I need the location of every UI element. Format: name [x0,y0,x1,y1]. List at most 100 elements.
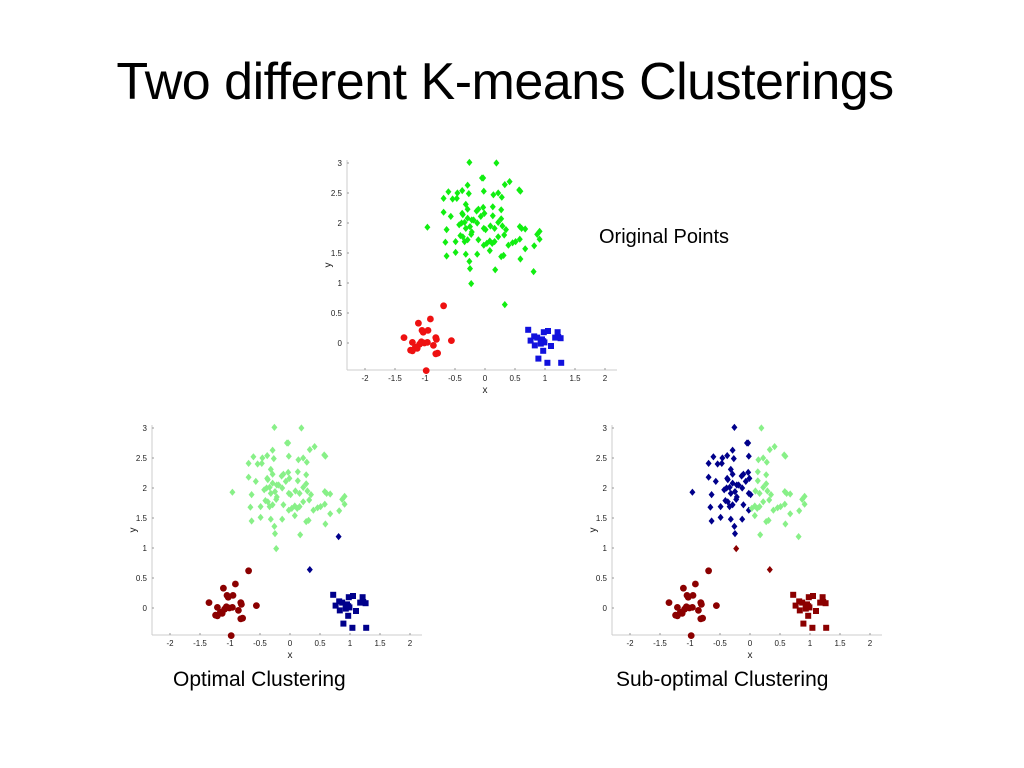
data-point-square [813,608,819,614]
svg-text:3: 3 [603,424,608,433]
data-point-diamond [480,174,487,182]
data-point-diamond [530,268,537,276]
data-point-diamond [475,236,482,244]
data-point-circle [424,327,432,334]
data-point-diamond [273,545,280,553]
data-point-diamond [304,487,311,495]
data-point-diamond [746,474,753,482]
svg-text:1.5: 1.5 [374,639,386,648]
data-point-circle [674,612,681,620]
data-point-diamond [267,515,274,523]
data-point-diamond [474,219,481,227]
data-point-diamond [465,190,472,198]
data-point-diamond [714,460,721,468]
data-point-square [535,355,542,362]
data-point-circle [424,339,431,346]
data-point-circle [687,632,695,639]
data-point-diamond [766,566,773,574]
data-point-square [363,624,370,631]
svg-text:2: 2 [408,639,413,648]
data-point-circle [220,584,227,592]
data-point-square [817,599,824,606]
data-point-diamond [480,203,487,211]
data-point-diamond [462,250,469,258]
y-axis-ticks: 0 0.5 1 1.5 2 2.5 3 [596,424,614,613]
data-point-diamond [466,257,473,265]
data-point-diamond [781,500,788,508]
data-point-diamond [721,486,728,494]
x-axis-ticks: -2 -1.5 -1 -0.5 0 0.5 1 1.5 2 [166,633,413,648]
data-point-square [554,329,561,336]
data-point-diamond [495,218,502,226]
data-point-circle [400,334,408,341]
data-point-diamond [764,487,771,495]
data-point-diamond [271,423,278,431]
data-point-diamond [245,459,252,467]
data-point-diamond [306,566,313,574]
data-point-diamond [279,484,286,492]
data-point-square [544,359,551,366]
data-point-diamond [279,515,286,523]
data-point-square [349,624,356,631]
data-point-diamond [306,446,313,454]
data-point-diamond [473,207,480,215]
data-point-diamond [731,522,738,530]
data-point-square [558,359,565,366]
data-point-square [792,602,799,609]
data-point-diamond [475,205,482,213]
data-point-square [346,604,353,611]
data-point-diamond [452,248,459,256]
data-point-diamond [285,468,292,476]
data-point-diamond [745,452,752,460]
data-point-diamond [440,194,447,202]
data-point-circle [698,601,705,608]
data-point-diamond [758,424,765,432]
data-point-circle [253,602,260,609]
svg-text:1.5: 1.5 [596,514,608,523]
data-point-diamond [499,222,506,230]
data-point-square [527,337,534,344]
svg-text:1.5: 1.5 [569,374,581,383]
data-point-diamond [272,530,278,538]
data-point-diamond [294,468,301,476]
data-point-diamond [518,224,525,232]
svg-text:0: 0 [338,339,343,348]
data-point-circle [227,632,235,639]
data-point-square [340,620,347,627]
data-point-diamond [257,513,264,521]
data-point-diamond [263,484,270,492]
data-point-circle [235,607,242,614]
data-point-diamond [321,500,328,508]
data-point-diamond [765,516,772,524]
data-point-square [345,612,352,619]
data-point-square [809,624,816,631]
axes [151,425,422,636]
data-point-square [805,612,812,619]
data-point-diamond [705,459,712,467]
data-point-diamond [501,231,508,239]
data-point-diamond [760,498,767,506]
y-axis-label: y [128,528,139,533]
data-point-square [330,591,337,598]
y-axis-label: y [323,263,334,268]
data-point-diamond [739,515,746,523]
optimal-clustering-scatter-plot: -2 -1.5 -1 -0.5 0 0.5 1 1.5 2 0 0.5 1 1.5 2 2.5 3 x y [127,420,432,667]
data-point-diamond [327,510,334,518]
data-point-diamond [294,477,301,485]
data-point-diamond [269,446,276,454]
data-point-diamond [516,235,523,243]
data-point-diamond [291,512,298,520]
x-axis-label: x [288,650,293,661]
x-axis-label: x [748,650,753,661]
svg-text:0: 0 [483,374,488,383]
data-point-diamond [280,501,287,509]
data-point-diamond [501,181,508,189]
axes [346,160,617,371]
data-point-diamond [782,452,789,460]
data-point-circle [440,302,447,310]
data-point-square [540,347,547,354]
data-point-diamond [459,211,466,219]
svg-text:-0.5: -0.5 [448,374,462,383]
suboptimal-clustering-caption: Sub-optimal Clustering [616,668,829,691]
data-point-diamond [536,227,543,235]
